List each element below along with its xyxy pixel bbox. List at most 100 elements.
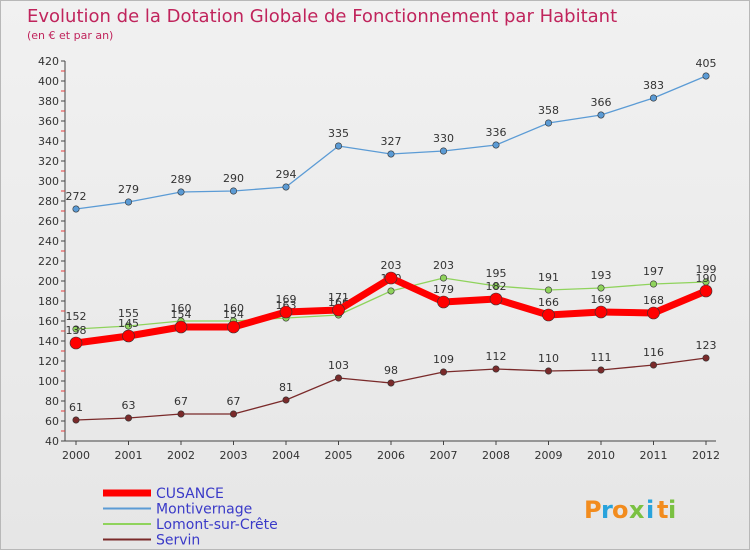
data-point-cusance xyxy=(647,306,660,320)
data-label-cusance: 203 xyxy=(381,259,402,272)
data-label-lomont-sur-cr-te: 197 xyxy=(643,265,664,278)
data-point-servin xyxy=(334,374,342,382)
data-label-cusance: 179 xyxy=(433,283,454,296)
data-label-cusance: 182 xyxy=(486,280,507,293)
data-label-servin: 111 xyxy=(591,351,612,364)
data-point-servin xyxy=(649,361,657,369)
y-tick-label: 40 xyxy=(45,435,59,448)
data-label-servin: 63 xyxy=(122,399,136,412)
y-tick-label: 340 xyxy=(38,135,59,148)
x-tick-label: 2006 xyxy=(377,449,405,462)
data-label-montivernage: 327 xyxy=(381,135,402,148)
y-tick-label: 360 xyxy=(38,115,59,128)
y-tick-label: 280 xyxy=(38,195,59,208)
brand-logo-letter: t xyxy=(657,496,668,524)
data-label-montivernage: 383 xyxy=(643,79,664,92)
x-tick-label: 2010 xyxy=(587,449,615,462)
data-point-cusance xyxy=(332,303,345,317)
brand-logo-letter: o xyxy=(612,496,629,524)
data-point-lomont-sur-cr-te xyxy=(439,274,447,282)
brand-logo-letter: x xyxy=(629,496,645,524)
data-label-lomont-sur-cr-te: 195 xyxy=(486,267,507,280)
data-point-montivernage xyxy=(282,183,290,191)
data-label-lomont-sur-cr-te: 203 xyxy=(433,259,454,272)
brand-logo-letter: r xyxy=(601,496,613,524)
data-point-cusance xyxy=(437,295,450,309)
data-label-montivernage: 335 xyxy=(328,127,349,140)
data-label-montivernage: 289 xyxy=(171,173,192,186)
data-label-lomont-sur-cr-te: 193 xyxy=(591,269,612,282)
y-tick-label: 200 xyxy=(38,275,59,288)
data-point-lomont-sur-cr-te xyxy=(649,280,657,288)
data-point-servin xyxy=(230,410,238,418)
data-point-servin xyxy=(387,379,395,387)
data-label-montivernage: 279 xyxy=(118,183,139,196)
x-tick-label: 2000 xyxy=(62,449,90,462)
data-label-cusance: 168 xyxy=(643,294,664,307)
data-point-servin xyxy=(702,354,710,362)
chart-title: Evolution de la Dotation Globale de Fonc… xyxy=(27,6,617,27)
data-label-cusance: 169 xyxy=(591,293,612,306)
data-point-montivernage xyxy=(334,142,342,150)
y-tick-label: 120 xyxy=(38,355,59,368)
data-point-servin xyxy=(439,368,447,376)
data-point-montivernage xyxy=(387,150,395,158)
x-tick-label: 2005 xyxy=(325,449,353,462)
data-label-montivernage: 358 xyxy=(538,104,559,117)
data-point-lomont-sur-cr-te xyxy=(387,287,395,295)
data-label-lomont-sur-cr-te: 155 xyxy=(118,307,139,320)
brand-logo-letter: i xyxy=(668,496,676,524)
data-point-cusance xyxy=(489,292,503,306)
data-point-cusance xyxy=(227,320,240,334)
data-label-montivernage: 330 xyxy=(433,132,454,145)
brand-logo-letter: P xyxy=(584,496,602,524)
x-tick-label: 2009 xyxy=(535,449,563,462)
x-tick-label: 2007 xyxy=(430,449,458,462)
data-point-servin xyxy=(282,396,290,404)
data-label-montivernage: 405 xyxy=(696,57,717,70)
data-point-cusance xyxy=(594,305,608,319)
data-point-montivernage xyxy=(492,141,500,149)
data-label-servin: 110 xyxy=(538,352,559,365)
y-tick-label: 60 xyxy=(45,415,59,428)
data-point-lomont-sur-cr-te xyxy=(72,325,80,333)
data-point-cusance xyxy=(174,320,188,334)
data-label-cusance: 145 xyxy=(118,317,139,330)
y-tick-label: 420 xyxy=(38,55,59,68)
data-label-servin: 116 xyxy=(643,346,664,359)
data-point-cusance xyxy=(542,308,555,322)
data-point-cusance xyxy=(279,305,293,319)
data-label-servin: 103 xyxy=(328,359,349,372)
data-label-lomont-sur-cr-te: 160 xyxy=(171,302,192,315)
x-tick-label: 2003 xyxy=(220,449,248,462)
y-tick-label: 240 xyxy=(38,235,59,248)
data-point-cusance xyxy=(699,284,713,298)
data-label-servin: 98 xyxy=(384,364,398,377)
data-label-cusance: 166 xyxy=(538,296,559,309)
data-label-servin: 61 xyxy=(69,401,83,414)
data-point-lomont-sur-cr-te xyxy=(125,322,133,330)
data-point-servin xyxy=(492,365,500,373)
y-tick-label: 180 xyxy=(38,295,59,308)
data-label-servin: 112 xyxy=(486,350,507,363)
data-point-montivernage xyxy=(597,111,605,119)
data-label-servin: 67 xyxy=(227,395,241,408)
x-tick-label: 2001 xyxy=(115,449,143,462)
data-label-cusance: 138 xyxy=(66,324,87,337)
data-point-montivernage xyxy=(72,205,80,213)
data-point-montivernage xyxy=(544,119,552,127)
data-point-cusance xyxy=(122,329,135,343)
data-point-lomont-sur-cr-te xyxy=(597,284,605,292)
legend-label-lomont-sur-cr-te: Lomont-sur-Crête xyxy=(156,517,278,533)
data-label-servin: 109 xyxy=(433,353,454,366)
chart-subtitle: (en € et par an) xyxy=(27,29,113,42)
data-label-cusance: 154 xyxy=(171,308,192,321)
data-label-servin: 123 xyxy=(696,339,717,352)
y-tick-label: 80 xyxy=(45,395,59,408)
data-label-servin: 81 xyxy=(279,381,293,394)
data-label-lomont-sur-cr-te: 191 xyxy=(538,271,559,284)
data-label-montivernage: 272 xyxy=(66,190,87,203)
data-label-montivernage: 336 xyxy=(486,126,507,139)
y-tick-label: 380 xyxy=(38,95,59,108)
